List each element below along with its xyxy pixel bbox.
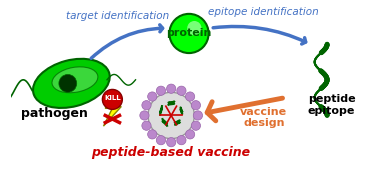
Circle shape (167, 138, 176, 147)
Circle shape (142, 121, 151, 130)
Circle shape (148, 130, 157, 139)
Circle shape (191, 101, 200, 110)
Text: KILL: KILL (104, 95, 121, 101)
Circle shape (177, 86, 186, 95)
Text: peptide
epitope: peptide epitope (308, 94, 355, 116)
Circle shape (193, 111, 203, 120)
Circle shape (186, 92, 195, 101)
Circle shape (169, 14, 209, 53)
Ellipse shape (52, 67, 98, 93)
Polygon shape (104, 90, 121, 126)
Circle shape (187, 21, 201, 35)
Circle shape (148, 92, 157, 101)
Circle shape (186, 130, 195, 139)
Circle shape (148, 92, 194, 139)
Circle shape (177, 136, 186, 145)
Text: epitope identification: epitope identification (209, 7, 319, 17)
Circle shape (59, 74, 77, 92)
Circle shape (156, 86, 166, 95)
Circle shape (167, 84, 176, 93)
Text: vaccine
design: vaccine design (240, 107, 287, 128)
Circle shape (142, 101, 151, 110)
Circle shape (191, 121, 200, 130)
Circle shape (140, 111, 149, 120)
Text: target identification: target identification (66, 11, 169, 21)
Ellipse shape (33, 59, 110, 108)
Text: peptide-based vaccine: peptide-based vaccine (91, 146, 251, 159)
Circle shape (102, 89, 122, 109)
Text: pathogen: pathogen (22, 107, 88, 120)
Circle shape (156, 136, 166, 145)
Text: protein: protein (166, 28, 212, 39)
